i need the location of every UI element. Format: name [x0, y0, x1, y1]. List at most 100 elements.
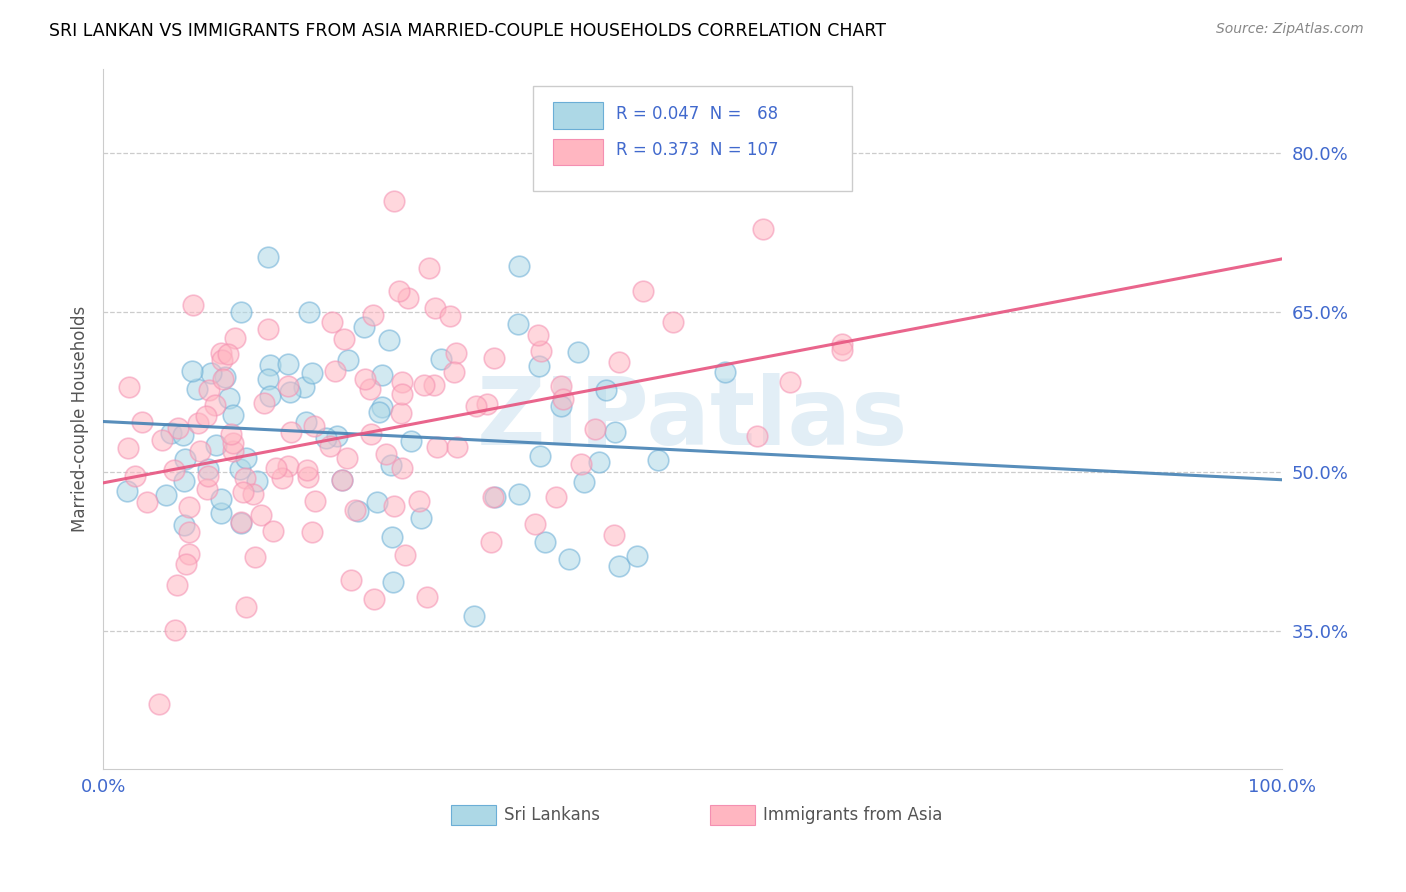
Point	[188, 444, 211, 458]
Text: Immigrants from Asia: Immigrants from Asia	[763, 805, 942, 823]
Point	[278, 385, 301, 400]
Point	[595, 384, 617, 398]
Point	[409, 511, 432, 525]
Point	[198, 384, 221, 398]
Point	[195, 409, 218, 423]
Point	[155, 488, 177, 502]
Point	[321, 315, 343, 329]
Point	[544, 490, 567, 504]
Point	[603, 528, 626, 542]
Point	[297, 470, 319, 484]
Point	[508, 486, 530, 500]
Point	[257, 372, 280, 386]
Point	[391, 376, 413, 390]
Point	[389, 406, 412, 420]
Point	[257, 250, 280, 264]
Point	[250, 508, 273, 522]
Bar	[710, 805, 755, 824]
Point	[508, 317, 530, 331]
Point	[416, 590, 439, 604]
Point	[430, 351, 453, 366]
Point	[607, 558, 630, 573]
Point	[152, 433, 174, 447]
Point	[259, 358, 281, 372]
Text: Source: ZipAtlas.com: Source: ZipAtlas.com	[1216, 22, 1364, 37]
Point	[295, 415, 318, 429]
Point	[527, 359, 550, 373]
Point	[205, 438, 228, 452]
Point	[131, 415, 153, 429]
Point	[714, 365, 737, 379]
Point	[475, 396, 498, 410]
Point	[394, 549, 416, 563]
Point	[298, 305, 321, 319]
Point	[745, 428, 768, 442]
Point	[172, 428, 194, 442]
Point	[304, 493, 326, 508]
Point	[396, 291, 419, 305]
Point	[484, 490, 506, 504]
Point	[245, 549, 267, 564]
Point	[361, 309, 384, 323]
Point	[219, 426, 242, 441]
Point	[366, 495, 388, 509]
Point	[136, 495, 159, 509]
Point	[391, 386, 413, 401]
Point	[380, 458, 402, 472]
Text: SRI LANKAN VS IMMIGRANTS FROM ASIA MARRIED-COUPLE HOUSEHOLDS CORRELATION CHART: SRI LANKAN VS IMMIGRANTS FROM ASIA MARRI…	[49, 22, 886, 40]
Point	[343, 503, 366, 517]
Point	[221, 408, 243, 422]
Point	[302, 419, 325, 434]
Point	[382, 574, 405, 589]
Point	[271, 471, 294, 485]
Point	[408, 493, 430, 508]
Point	[326, 428, 349, 442]
Point	[423, 301, 446, 315]
Point	[200, 366, 222, 380]
Point	[204, 398, 226, 412]
Point	[163, 623, 186, 637]
Point	[224, 331, 246, 345]
Point	[401, 434, 423, 449]
Y-axis label: Married-couple Households: Married-couple Households	[72, 305, 89, 532]
Point	[523, 517, 546, 532]
Point	[280, 425, 302, 439]
Point	[443, 365, 465, 379]
Point	[197, 469, 219, 483]
FancyBboxPatch shape	[533, 86, 852, 191]
Point	[232, 485, 254, 500]
Point	[529, 449, 551, 463]
Point	[527, 328, 550, 343]
Point	[173, 474, 195, 488]
Point	[177, 547, 200, 561]
Point	[583, 422, 606, 436]
Point	[277, 459, 299, 474]
Bar	[554, 138, 603, 165]
Point	[388, 284, 411, 298]
Point	[257, 322, 280, 336]
Point	[211, 372, 233, 386]
Point	[253, 396, 276, 410]
Point	[336, 450, 359, 465]
Point	[277, 378, 299, 392]
Point	[479, 534, 502, 549]
Point	[551, 392, 574, 406]
Point	[117, 442, 139, 456]
Point	[209, 491, 232, 506]
Point	[354, 372, 377, 386]
Point	[381, 530, 404, 544]
Point	[359, 382, 381, 396]
Point	[661, 315, 683, 329]
Point	[174, 558, 197, 572]
Text: R = 0.047  N =   68: R = 0.047 N = 68	[616, 105, 778, 123]
Text: R = 0.373  N = 107: R = 0.373 N = 107	[616, 142, 779, 160]
Point	[233, 471, 256, 485]
Point	[235, 451, 257, 466]
Point	[195, 482, 218, 496]
Point	[371, 368, 394, 383]
Point	[222, 436, 245, 450]
Point	[647, 452, 669, 467]
Point	[337, 353, 360, 368]
Point	[569, 457, 592, 471]
Point	[124, 469, 146, 483]
